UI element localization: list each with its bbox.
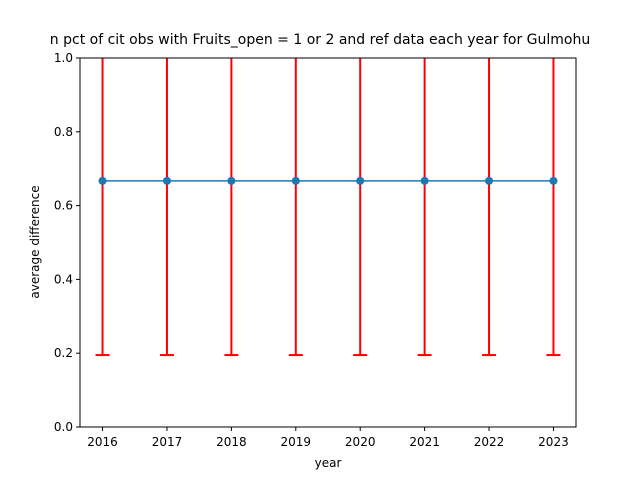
data-point xyxy=(291,176,300,185)
x-tick-label: 2016 xyxy=(87,435,118,449)
x-tick-label: 2018 xyxy=(216,435,247,449)
x-tick-label: 2021 xyxy=(409,435,440,449)
y-tick-label: 0.0 xyxy=(54,420,73,434)
x-tick-label: 2020 xyxy=(345,435,376,449)
y-axis-label: average difference xyxy=(28,185,42,298)
chart-title: n pct of cit obs with Fruits_open = 1 or… xyxy=(50,32,590,48)
y-tick-label: 0.6 xyxy=(54,199,73,213)
y-tick-label: 0.2 xyxy=(54,346,73,360)
data-point xyxy=(227,176,236,185)
x-axis-label: year xyxy=(315,456,342,470)
axes-frame xyxy=(79,57,577,428)
data-point xyxy=(356,176,365,185)
data-point xyxy=(98,176,107,185)
data-point xyxy=(420,176,429,185)
x-tick-label: 2019 xyxy=(281,435,312,449)
data-point xyxy=(162,176,171,185)
data-point xyxy=(485,176,494,185)
y-tick-label: 0.4 xyxy=(54,272,73,286)
plot-area: 2016 2017 2018 2019 2020 2021 2022 2023 0.0 0.2 0.… xyxy=(54,51,577,449)
x-tick-label: 2017 xyxy=(152,435,183,449)
x-tick-label: 2023 xyxy=(538,435,569,449)
y-tick-label: 1.0 xyxy=(54,51,73,65)
y-tick-label: 0.8 xyxy=(54,125,73,139)
x-tick-label: 2022 xyxy=(474,435,505,449)
data-point xyxy=(549,176,558,185)
